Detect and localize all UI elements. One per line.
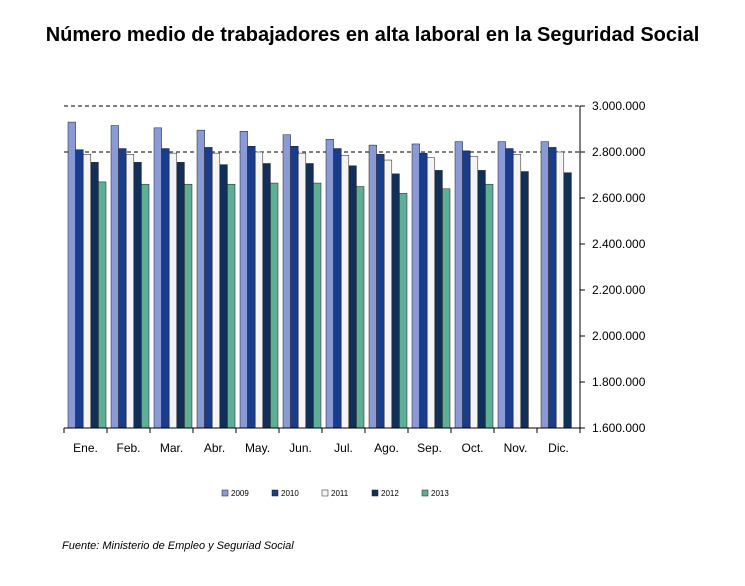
legend-swatch	[421, 489, 429, 497]
bar	[477, 170, 486, 429]
bar	[469, 156, 479, 429]
legend-label: 2009	[231, 489, 249, 498]
y-tick-label: 3.000.000	[592, 99, 646, 113]
legend-swatch	[371, 489, 379, 497]
bar	[340, 155, 350, 429]
bar	[110, 125, 119, 429]
bar	[383, 159, 393, 429]
bar	[239, 131, 248, 429]
bar	[211, 152, 221, 429]
x-tick-label: Sep.	[417, 441, 442, 455]
legend-label: 2012	[381, 489, 399, 498]
bar	[176, 162, 185, 429]
bar	[153, 127, 162, 429]
chart-title: Número medio de trabajadores en alta lab…	[45, 24, 700, 46]
bar	[548, 147, 557, 429]
y-tick-label: 2.800.000	[592, 145, 646, 159]
legend-label: 2013	[431, 489, 449, 498]
bar	[141, 183, 150, 429]
bar	[297, 152, 307, 429]
x-tick-label: Abr.	[204, 441, 225, 455]
bar	[282, 134, 291, 429]
bar	[82, 154, 92, 429]
bar	[505, 148, 514, 429]
bar	[356, 186, 365, 429]
bar	[540, 141, 549, 429]
bar	[555, 151, 565, 429]
bar	[563, 172, 572, 429]
bar	[168, 152, 178, 429]
bar	[125, 154, 135, 429]
bar	[204, 147, 213, 429]
bar	[196, 129, 205, 429]
y-tick-label: 2.200.000	[592, 283, 646, 297]
legend-swatch	[271, 489, 279, 497]
x-tick-label: Nov.	[504, 441, 528, 455]
bar	[419, 152, 428, 429]
bar	[184, 183, 193, 429]
bar	[348, 165, 357, 429]
bar	[520, 171, 529, 429]
bar	[227, 183, 236, 429]
bar	[247, 146, 256, 429]
bar	[462, 150, 471, 429]
bar	[305, 163, 314, 429]
x-tick-label: Mar.	[160, 441, 183, 455]
x-tick-label: Ene.	[73, 441, 98, 455]
bar	[67, 121, 76, 429]
bar	[75, 149, 84, 429]
bar	[98, 181, 107, 429]
bar	[270, 182, 279, 429]
x-tick-label: Oct.	[461, 441, 483, 455]
bar	[325, 139, 334, 429]
x-tick-label: Feb.	[116, 441, 140, 455]
bar	[262, 163, 271, 429]
y-tick-label: 2.600.000	[592, 191, 646, 205]
legend-label: 2010	[281, 489, 299, 498]
bar	[512, 154, 522, 429]
x-tick-label: Jul.	[334, 441, 353, 455]
bar	[368, 144, 377, 429]
y-tick-label: 2.000.000	[592, 329, 646, 343]
source-note: Fuente: Ministerio de Empleo y Seguriad …	[62, 540, 294, 552]
bar	[434, 170, 443, 429]
bar	[161, 148, 170, 429]
bar	[485, 183, 494, 429]
bar	[411, 143, 420, 429]
bar	[391, 173, 400, 429]
bar	[442, 188, 451, 429]
y-tick-label: 1.800.000	[592, 375, 646, 389]
bar	[454, 141, 463, 429]
bar	[118, 148, 127, 429]
bar	[376, 154, 385, 429]
legend-label: 2011	[331, 489, 349, 498]
x-tick-label: Dic.	[548, 441, 569, 455]
x-tick-label: May.	[245, 441, 270, 455]
bar	[133, 162, 142, 429]
legend-swatch	[221, 489, 229, 497]
bar	[497, 141, 506, 429]
bar	[90, 162, 99, 429]
y-tick-label: 2.400.000	[592, 237, 646, 251]
bar	[399, 193, 408, 429]
x-tick-label: Ago.	[374, 441, 399, 455]
legend-swatch	[321, 489, 329, 497]
bar	[426, 157, 436, 429]
x-tick-label: Jun.	[289, 441, 312, 455]
y-tick-label: 1.600.000	[592, 421, 646, 435]
bar	[313, 182, 322, 429]
bar	[254, 151, 264, 429]
bar	[219, 164, 228, 429]
bar	[333, 148, 342, 429]
bar	[290, 146, 299, 429]
